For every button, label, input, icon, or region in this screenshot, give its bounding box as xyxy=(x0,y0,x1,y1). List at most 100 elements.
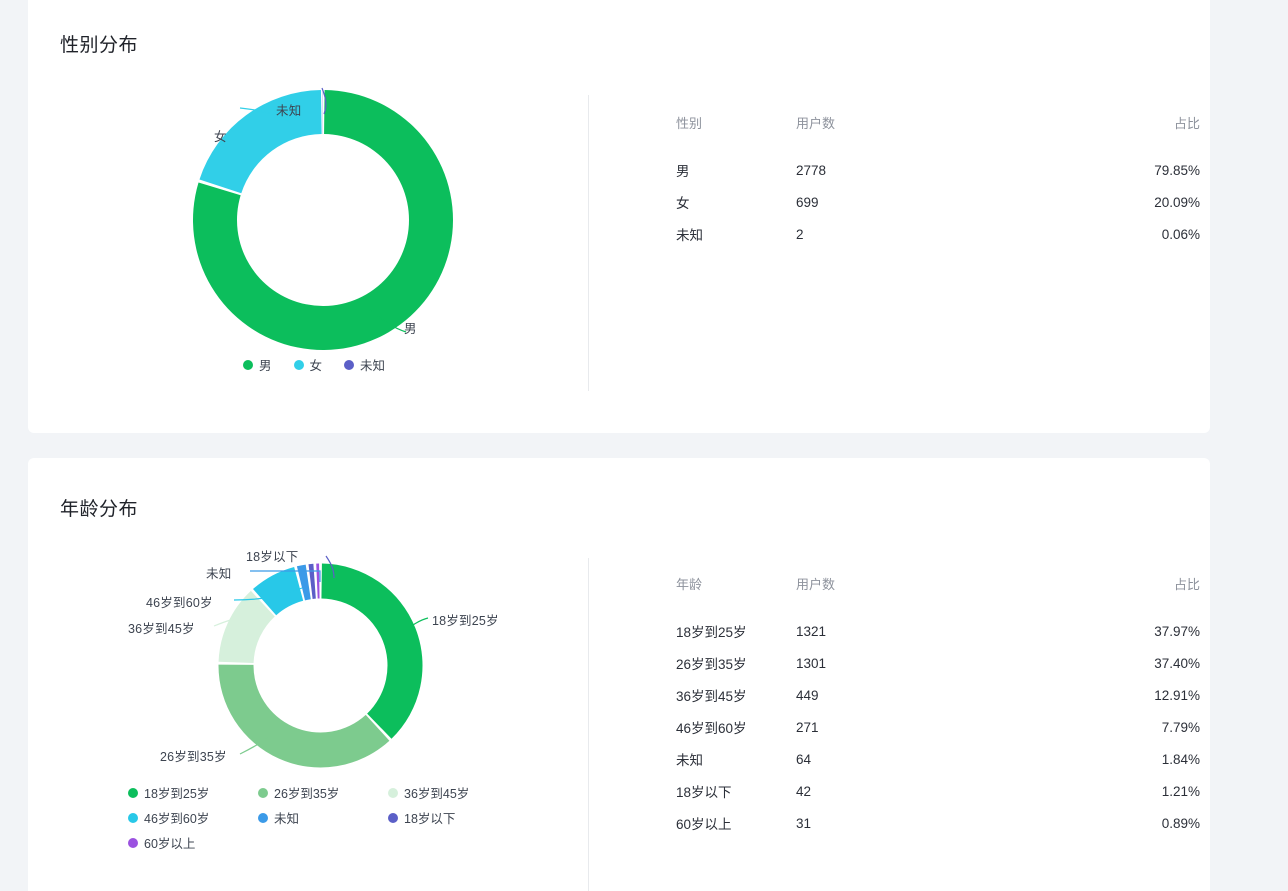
age-header-pct: 占比 xyxy=(1173,577,1200,592)
age-cell-count: 1301 xyxy=(796,655,827,671)
legend-color-dot-icon xyxy=(128,787,138,798)
legend-color-dot-icon xyxy=(243,359,253,370)
age-distribution-card: 年龄分布 18岁以下 未知 46岁到60岁 36岁到45岁 26岁到35岁 xyxy=(28,458,1210,891)
table-row: 46岁到60岁 271 7.79% xyxy=(676,711,1200,743)
gender-cell-name: 未知 xyxy=(676,228,703,243)
age-donut-slice[interactable] xyxy=(296,564,311,601)
legend-color-dot-icon xyxy=(293,359,304,370)
gender-donut-slice[interactable] xyxy=(193,90,453,350)
legend-color-dot-icon xyxy=(128,812,138,823)
age-legend-item[interactable]: 26岁到35岁 xyxy=(258,783,388,802)
age-chart: 18岁以下 未知 46岁到60岁 36岁到45岁 26岁到35岁 18岁到25岁… xyxy=(28,538,588,891)
age-donut-slice[interactable] xyxy=(253,566,304,616)
age-legend-item[interactable]: 60岁以上 xyxy=(128,833,258,852)
gender-leader-lines xyxy=(239,87,407,333)
age-cell-pct: 37.40% xyxy=(1154,655,1200,671)
legend-color-dot-icon xyxy=(388,812,398,823)
age-callout-under18: 18岁以下 xyxy=(246,550,299,564)
age-legend-label: 26岁到35岁 xyxy=(274,787,340,801)
age-donut-slice[interactable] xyxy=(218,590,275,664)
gender-donut-svg[interactable] xyxy=(193,90,453,350)
legend-color-dot-icon xyxy=(128,837,138,848)
age-callout-36-45: 36岁到45岁 xyxy=(128,622,195,636)
gender-distribution-card: 性别分布 未知 女 男 男女未知 xyxy=(28,0,1210,433)
age-cell-pct: 1.84% xyxy=(1161,751,1200,767)
age-callout-46-60: 46岁到60岁 xyxy=(146,596,213,610)
age-cell-pct: 37.97% xyxy=(1154,623,1200,639)
gender-cell-count: 699 xyxy=(796,194,819,210)
age-cell-name: 46岁到60岁 xyxy=(676,721,747,736)
age-legend-label: 46岁到60岁 xyxy=(144,812,210,826)
age-legend-label: 18岁到25岁 xyxy=(144,787,210,801)
gender-cell-name: 女 xyxy=(676,196,690,211)
gender-header-pct: 占比 xyxy=(1173,116,1200,131)
leader-line-unknown xyxy=(321,87,327,115)
legend-color-dot-icon xyxy=(344,359,355,370)
leader-line-26-35 xyxy=(239,737,269,755)
age-header-count: 用户数 xyxy=(796,577,836,592)
table-row: 18岁到25岁 1321 37.97% xyxy=(676,615,1200,647)
age-legend-label: 18岁以下 xyxy=(404,812,456,826)
table-row: 36岁到45岁 449 12.91% xyxy=(676,679,1200,711)
age-leader-lines xyxy=(213,555,429,755)
leader-line-46-60 xyxy=(233,587,303,601)
table-row: 26岁到35岁 1301 37.40% xyxy=(676,647,1200,679)
gender-callout-male: 男 xyxy=(404,322,417,336)
legend-color-dot-icon xyxy=(258,787,268,798)
gender-card-divider xyxy=(588,95,589,391)
gender-header-count: 用户数 xyxy=(796,116,836,131)
table-row: 男 2778 79.85% xyxy=(676,154,1200,186)
leader-line-18-25 xyxy=(399,617,429,635)
leader-line-unknown xyxy=(250,570,321,582)
gender-donut-slice[interactable] xyxy=(199,90,322,194)
gender-legend: 男 女 未知 xyxy=(243,355,583,374)
gender-legend-label: 女 xyxy=(309,359,323,373)
age-callout-26-35: 26岁到35岁 xyxy=(160,750,227,764)
age-table-header-row: 年龄 用户数 占比 xyxy=(676,574,1200,615)
gender-legend-item[interactable]: 男 xyxy=(243,355,272,374)
age-legend-label: 60岁以上 xyxy=(144,837,196,851)
age-cell-name: 未知 xyxy=(676,753,703,768)
gender-cell-count: 2 xyxy=(796,226,804,242)
age-cell-name: 18岁到25岁 xyxy=(676,625,747,640)
age-cell-pct: 1.21% xyxy=(1161,783,1200,799)
gender-legend-item[interactable]: 女 xyxy=(293,355,323,374)
leader-line-male xyxy=(367,307,407,333)
age-cell-name: 36岁到45岁 xyxy=(676,689,747,704)
gender-legend-label: 男 xyxy=(259,359,272,373)
gender-legend-item[interactable]: 未知 xyxy=(344,355,385,374)
gender-cell-pct: 0.06% xyxy=(1161,226,1200,242)
gender-legend-label: 未知 xyxy=(360,359,386,373)
age-cell-pct: 12.91% xyxy=(1154,687,1200,703)
legend-color-dot-icon xyxy=(258,812,268,823)
age-cell-name: 18岁以下 xyxy=(676,785,732,800)
age-donut-slice[interactable] xyxy=(308,563,316,599)
age-legend-item[interactable]: 未知 xyxy=(258,808,388,827)
age-donut-slice[interactable] xyxy=(321,563,423,739)
age-cell-count: 1321 xyxy=(796,623,827,639)
age-legend-item[interactable]: 36岁到45岁 xyxy=(388,783,518,802)
age-cell-name: 26岁到35岁 xyxy=(676,657,747,672)
age-callout-unknown: 未知 xyxy=(206,567,232,581)
gender-callout-female: 女 xyxy=(214,130,227,144)
age-legend: 18岁到25岁 26岁到35岁 36岁到45岁 46岁到60岁 未知 18岁以下 60岁以上 xyxy=(128,783,548,852)
gender-donut[interactable] xyxy=(193,90,453,350)
gender-cell-name: 男 xyxy=(676,164,690,179)
gender-table-header-row: 性别 用户数 占比 xyxy=(676,113,1200,154)
age-legend-item[interactable]: 46岁到60岁 xyxy=(128,808,258,827)
age-legend-label: 36岁到45岁 xyxy=(404,787,470,801)
age-legend-item[interactable]: 18岁以下 xyxy=(388,808,518,827)
table-row: 未知 64 1.84% xyxy=(676,743,1200,775)
table-row: 未知 2 0.06% xyxy=(676,218,1200,250)
age-table: 年龄 用户数 占比 18岁到25岁 1321 37.97% 26岁到35岁 1301 37… xyxy=(676,574,1200,839)
age-legend-label: 未知 xyxy=(274,812,300,826)
age-legend-item[interactable]: 18岁到25岁 xyxy=(128,783,258,802)
gender-cell-pct: 20.09% xyxy=(1154,194,1200,210)
table-row: 女 699 20.09% xyxy=(676,186,1200,218)
age-cell-name: 60岁以上 xyxy=(676,817,732,832)
gender-cell-pct: 79.85% xyxy=(1154,162,1200,178)
leader-line-female xyxy=(239,107,291,123)
age-callout-18-25: 18岁到25岁 xyxy=(432,614,499,628)
age-donut-slice[interactable] xyxy=(316,563,320,599)
gender-table: 性别 用户数 占比 男 2778 79.85% 女 699 20.09% 未知 2 0.06% xyxy=(676,113,1200,250)
